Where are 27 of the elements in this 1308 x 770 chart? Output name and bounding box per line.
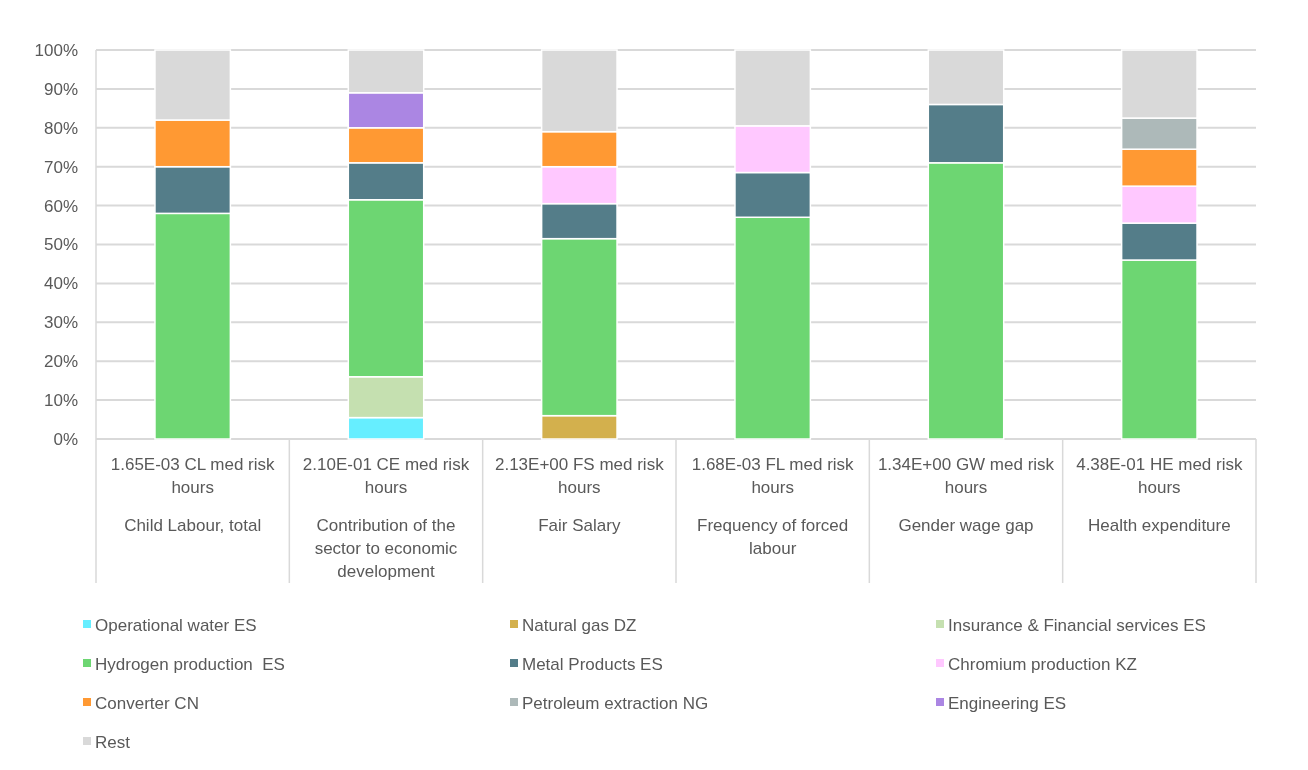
legend-label: Engineering ES xyxy=(948,693,1067,713)
x-tick-label: 1.34E+00 GW med risk hours Gender wage gap xyxy=(877,455,1055,535)
legend-label: Petroleum extraction NG xyxy=(522,693,709,713)
y-tick-label: 10% xyxy=(43,391,78,411)
x-tick-label: 2.10E-01 CE med risk hours Contribution of the sector to economic development xyxy=(302,455,470,581)
y-tick-label: 0% xyxy=(53,429,78,449)
legend-label: Chromium production KZ xyxy=(948,654,1137,674)
y-tick-label: 100% xyxy=(34,40,78,60)
legend-label: Converter CN xyxy=(95,693,199,713)
y-tick-label: 50% xyxy=(43,235,78,255)
x-tick-label: 1.65E-03 CL med risk hours Child Labour, total xyxy=(110,455,276,535)
y-tick-label: 80% xyxy=(43,118,78,138)
legend-label: Natural gas DZ xyxy=(522,615,637,635)
y-tick-label: 20% xyxy=(43,352,78,372)
y-tick-label: 70% xyxy=(43,157,78,177)
y-tick-label: 90% xyxy=(43,79,78,99)
x-tick-label: 4.38E-01 HE med risk hours Health expenditure xyxy=(1076,455,1243,535)
x-tick-label: 2.13E+00 FS med risk hours Fair Salary xyxy=(495,455,665,535)
x-tick-label: 1.68E-03 FL med risk hours Frequency of forced labour xyxy=(691,455,855,558)
y-tick-label: 40% xyxy=(43,274,78,294)
legend-label: Hydrogen production ES xyxy=(95,654,285,674)
legend-label: Rest xyxy=(95,732,131,752)
legend-label: Insurance & Financial services ES xyxy=(948,615,1206,635)
legend-label: Operational water ES xyxy=(95,615,257,635)
legend-label: Metal Products ES xyxy=(522,654,663,674)
y-tick-label: 60% xyxy=(43,196,78,216)
y-tick-label: 30% xyxy=(43,313,78,333)
